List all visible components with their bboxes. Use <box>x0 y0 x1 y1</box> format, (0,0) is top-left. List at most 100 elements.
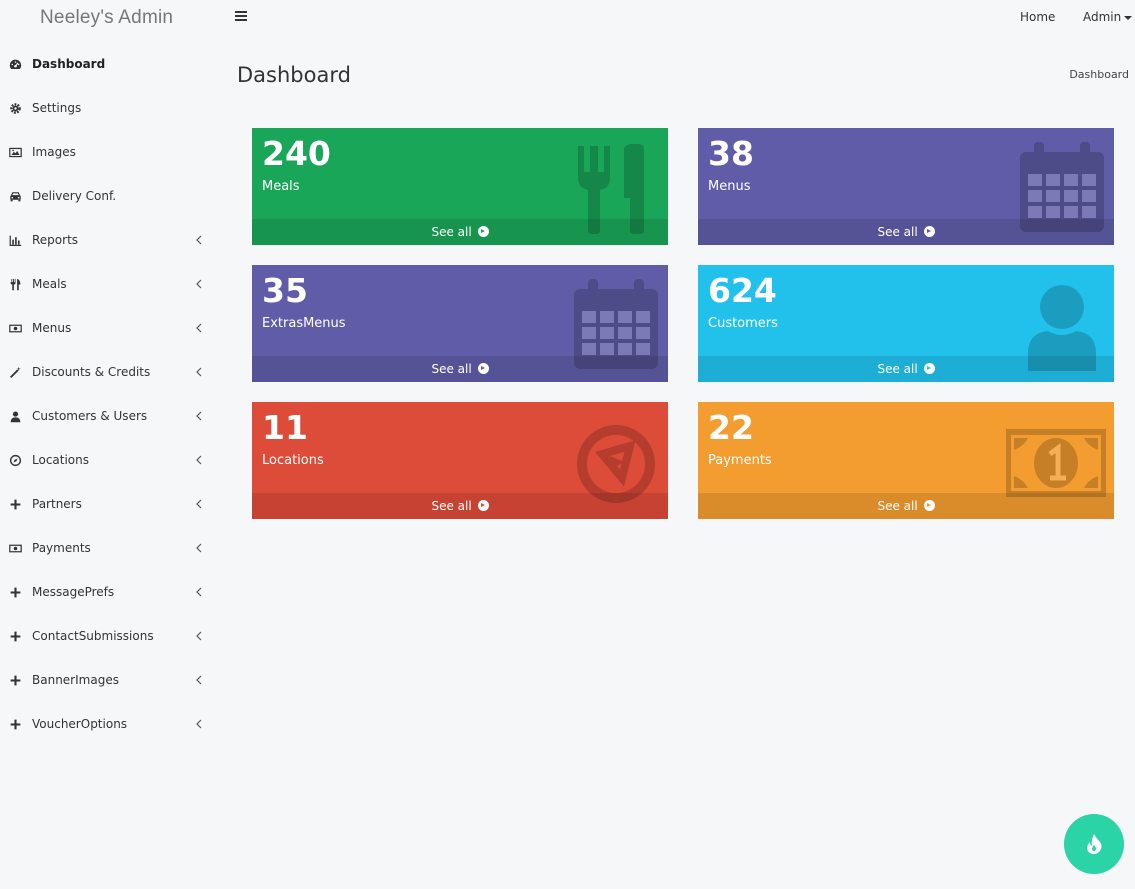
gear-icon <box>9 102 22 115</box>
money-icon <box>9 322 22 335</box>
dashboard-icon <box>9 58 22 71</box>
see-all-link[interactable]: See all <box>252 493 668 519</box>
sidebar-item-partners[interactable]: Partners <box>0 482 220 526</box>
stat-label: Menus <box>708 179 751 194</box>
sidebar-item-menus[interactable]: Menus <box>0 306 220 350</box>
sidebar-item-label: Customers & Users <box>32 409 148 423</box>
sidebar-item-locations[interactable]: Locations <box>0 438 220 482</box>
see-all-label: See all <box>431 225 472 239</box>
chevron-left-icon <box>196 631 202 641</box>
magic-wand-icon <box>9 366 22 379</box>
stat-value: 22 <box>708 408 754 447</box>
sidebar-item-label: Payments <box>32 541 91 555</box>
sidebar-item-reports[interactable]: Reports <box>0 218 220 262</box>
flame-fab-button[interactable] <box>1064 814 1124 874</box>
calendar-icon <box>574 279 658 369</box>
see-all-label: See all <box>877 225 918 239</box>
sidebar-item-label: Reports <box>32 233 79 247</box>
stat-label: Customers <box>708 316 778 331</box>
stat-value: 11 <box>262 408 308 447</box>
plus-icon <box>9 586 22 599</box>
sidebar-item-label: Images <box>32 145 76 159</box>
chevron-left-icon <box>196 279 202 289</box>
stat-label: Locations <box>262 453 324 468</box>
admin-dropdown[interactable]: Admin <box>1083 10 1133 24</box>
sidebar-item-label: Dashboard <box>32 57 106 71</box>
sidebar-item-discounts-credits[interactable]: Discounts & Credits <box>0 350 220 394</box>
money-icon <box>1006 429 1106 497</box>
arrow-circle-right-icon <box>923 363 935 374</box>
arrow-circle-right-icon <box>477 226 489 237</box>
chevron-left-icon <box>196 499 202 509</box>
sidebar-item-voucheroptions[interactable]: VoucherOptions <box>0 702 220 746</box>
stat-card-extrasmenus: 35 ExtrasMenus See all <box>252 265 668 382</box>
sidebar-item-label: MessagePrefs <box>32 585 115 599</box>
admin-dropdown-label: Admin <box>1083 10 1122 24</box>
cutlery-icon <box>9 278 22 291</box>
see-all-link[interactable]: See all <box>698 219 1114 245</box>
plus-icon <box>9 630 22 643</box>
compass-icon <box>9 454 22 467</box>
hamburger-menu-icon[interactable] <box>235 11 247 23</box>
sidebar-item-label: VoucherOptions <box>32 717 128 731</box>
brand-logo[interactable]: Neeley's Admin <box>40 7 174 28</box>
chevron-left-icon <box>196 719 202 729</box>
flame-icon <box>1087 834 1102 854</box>
sidebar-item-label: Discounts & Credits <box>32 365 151 379</box>
car-icon <box>9 190 22 203</box>
arrow-circle-right-icon <box>923 500 935 511</box>
sidebar-item-payments[interactable]: Payments <box>0 526 220 570</box>
chevron-left-icon <box>196 455 202 465</box>
stat-value: 35 <box>262 271 308 310</box>
sidebar-item-bannerimages[interactable]: BannerImages <box>0 658 220 702</box>
see-all-link[interactable]: See all <box>698 356 1114 382</box>
sidebar-item-customers-users[interactable]: Customers & Users <box>0 394 220 438</box>
chevron-left-icon <box>196 411 202 421</box>
sidebar-item-images[interactable]: Images <box>0 130 220 174</box>
chevron-left-icon <box>196 675 202 685</box>
see-all-link[interactable]: See all <box>698 493 1114 519</box>
plus-icon <box>9 674 22 687</box>
see-all-label: See all <box>431 362 472 376</box>
stat-card-menus: 38 Menus See all <box>698 128 1114 245</box>
stat-card-customers: 624 Customers See all <box>698 265 1114 382</box>
user-icon <box>9 410 22 423</box>
stat-value: 38 <box>708 134 754 173</box>
sidebar-item-contactsubmissions[interactable]: ContactSubmissions <box>0 614 220 658</box>
see-all-label: See all <box>877 499 918 513</box>
top-navbar: Neeley's Admin Home Admin <box>0 0 1135 36</box>
plus-icon <box>9 498 22 511</box>
sidebar-item-delivery-conf[interactable]: Delivery Conf. <box>0 174 220 218</box>
cutlery-icon <box>578 144 644 234</box>
sidebar-item-label: ContactSubmissions <box>32 629 154 643</box>
stat-label: Meals <box>262 179 300 194</box>
sidebar-item-label: Delivery Conf. <box>32 189 117 203</box>
money-icon <box>9 542 22 555</box>
stat-label: ExtrasMenus <box>262 316 346 331</box>
home-link[interactable]: Home <box>1020 10 1056 24</box>
stat-card-payments: 22 Payments See all <box>698 402 1114 519</box>
sidebar-item-meals[interactable]: Meals <box>0 262 220 306</box>
chevron-left-icon <box>196 235 202 245</box>
user-icon <box>1028 285 1096 371</box>
chevron-left-icon <box>196 543 202 553</box>
sidebar-item-settings[interactable]: Settings <box>0 86 220 130</box>
play-circle-icon <box>577 425 655 503</box>
image-icon <box>9 146 22 159</box>
arrow-circle-right-icon <box>477 363 489 374</box>
see-all-link[interactable]: See all <box>252 219 668 245</box>
sidebar-item-label: Meals <box>32 277 67 291</box>
chevron-left-icon <box>196 367 202 377</box>
sidebar-item-dashboard[interactable]: Dashboard <box>0 42 220 86</box>
arrow-circle-right-icon <box>923 226 935 237</box>
stat-card-meals: 240 Meals See all <box>252 128 668 245</box>
sidebar-item-label: Locations <box>32 453 90 467</box>
sidebar: Dashboard Settings Images Delivery Conf.… <box>0 42 220 746</box>
sidebar-item-messageprefs[interactable]: MessagePrefs <box>0 570 220 614</box>
see-all-link[interactable]: See all <box>252 356 668 382</box>
stat-label: Payments <box>708 453 772 468</box>
sidebar-item-label: Partners <box>32 497 82 511</box>
arrow-circle-right-icon <box>477 500 489 511</box>
stat-card-locations: 11 Locations See all <box>252 402 668 519</box>
calendar-icon <box>1020 142 1104 232</box>
